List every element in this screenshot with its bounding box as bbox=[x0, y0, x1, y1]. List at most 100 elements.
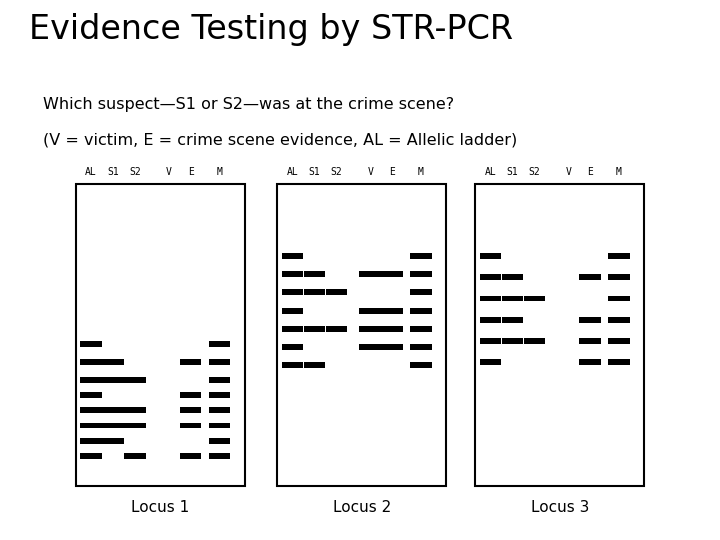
Bar bbox=[502, 295, 523, 301]
Text: E: E bbox=[188, 167, 194, 177]
Bar bbox=[382, 271, 403, 278]
Text: S2: S2 bbox=[129, 167, 140, 177]
Bar bbox=[410, 344, 432, 350]
Bar bbox=[277, 184, 446, 486]
Bar bbox=[475, 184, 644, 486]
Bar bbox=[359, 308, 381, 314]
Bar bbox=[180, 392, 202, 399]
Bar bbox=[102, 359, 124, 365]
Bar bbox=[102, 377, 124, 383]
Bar bbox=[480, 295, 501, 301]
Text: Locus 3: Locus 3 bbox=[531, 500, 589, 515]
Bar bbox=[608, 295, 630, 301]
Text: Evidence Testing by STR-PCR: Evidence Testing by STR-PCR bbox=[29, 14, 513, 46]
Bar bbox=[80, 392, 102, 399]
Bar bbox=[325, 289, 347, 295]
Bar bbox=[359, 326, 381, 332]
Text: S2: S2 bbox=[330, 167, 342, 177]
Bar bbox=[209, 392, 230, 399]
Bar bbox=[304, 271, 325, 278]
Bar bbox=[480, 316, 501, 322]
Text: E: E bbox=[390, 167, 395, 177]
Bar bbox=[359, 271, 381, 278]
Bar bbox=[410, 253, 432, 259]
Bar bbox=[180, 453, 202, 459]
Bar bbox=[102, 407, 124, 414]
Bar bbox=[580, 359, 601, 365]
Bar bbox=[124, 407, 145, 414]
Bar bbox=[382, 326, 403, 332]
Bar bbox=[209, 359, 230, 365]
Bar bbox=[80, 453, 102, 459]
Bar bbox=[282, 289, 303, 295]
Bar bbox=[124, 422, 145, 429]
Bar bbox=[282, 271, 303, 278]
Bar bbox=[80, 437, 102, 443]
Bar bbox=[480, 359, 501, 365]
Bar bbox=[76, 184, 245, 486]
Bar bbox=[608, 253, 630, 259]
Text: S1: S1 bbox=[309, 167, 320, 177]
Text: M: M bbox=[616, 167, 622, 177]
Text: Locus 1: Locus 1 bbox=[131, 500, 189, 515]
Bar bbox=[124, 377, 145, 383]
Bar bbox=[382, 344, 403, 350]
Bar bbox=[523, 295, 545, 301]
Bar bbox=[480, 338, 501, 344]
Bar bbox=[80, 422, 102, 429]
Bar bbox=[382, 308, 403, 314]
Bar bbox=[580, 338, 601, 344]
Text: V: V bbox=[367, 167, 373, 177]
Bar bbox=[608, 338, 630, 344]
Bar bbox=[282, 308, 303, 314]
Bar bbox=[502, 316, 523, 322]
Text: S1: S1 bbox=[107, 167, 119, 177]
Bar bbox=[282, 344, 303, 350]
Text: V: V bbox=[565, 167, 571, 177]
Bar bbox=[580, 274, 601, 280]
Text: S2: S2 bbox=[528, 167, 540, 177]
Bar bbox=[480, 253, 501, 259]
Bar bbox=[102, 437, 124, 443]
Text: M: M bbox=[418, 167, 424, 177]
Bar bbox=[180, 422, 202, 429]
Bar bbox=[325, 326, 347, 332]
Bar bbox=[180, 359, 202, 365]
Bar bbox=[480, 274, 501, 280]
Bar bbox=[80, 407, 102, 414]
Bar bbox=[608, 274, 630, 280]
Bar bbox=[209, 437, 230, 443]
Bar bbox=[608, 316, 630, 322]
Bar bbox=[209, 341, 230, 347]
Bar bbox=[180, 407, 202, 414]
Bar bbox=[502, 338, 523, 344]
Bar bbox=[209, 377, 230, 383]
Text: Locus 2: Locus 2 bbox=[333, 500, 391, 515]
Bar bbox=[124, 453, 145, 459]
Bar bbox=[410, 326, 432, 332]
Bar bbox=[304, 289, 325, 295]
Bar bbox=[580, 316, 601, 322]
Bar bbox=[523, 338, 545, 344]
Text: Which suspect—S1 or S2—was at the crime scene?: Which suspect—S1 or S2—was at the crime … bbox=[43, 97, 454, 112]
Bar bbox=[410, 362, 432, 368]
Text: (V = victim, E = crime scene evidence, AL = Allelic ladder): (V = victim, E = crime scene evidence, A… bbox=[43, 132, 518, 147]
Text: V: V bbox=[166, 167, 171, 177]
Bar bbox=[282, 253, 303, 259]
Bar bbox=[359, 344, 381, 350]
Text: AL: AL bbox=[287, 167, 298, 177]
Bar bbox=[608, 359, 630, 365]
Bar bbox=[282, 326, 303, 332]
Bar bbox=[282, 362, 303, 368]
Bar bbox=[502, 274, 523, 280]
Bar bbox=[410, 271, 432, 278]
Bar bbox=[80, 359, 102, 365]
Bar bbox=[304, 326, 325, 332]
Bar bbox=[80, 377, 102, 383]
Bar bbox=[102, 422, 124, 429]
Text: AL: AL bbox=[485, 167, 496, 177]
Text: E: E bbox=[588, 167, 593, 177]
Text: M: M bbox=[217, 167, 222, 177]
Text: AL: AL bbox=[85, 167, 96, 177]
Bar bbox=[209, 422, 230, 429]
